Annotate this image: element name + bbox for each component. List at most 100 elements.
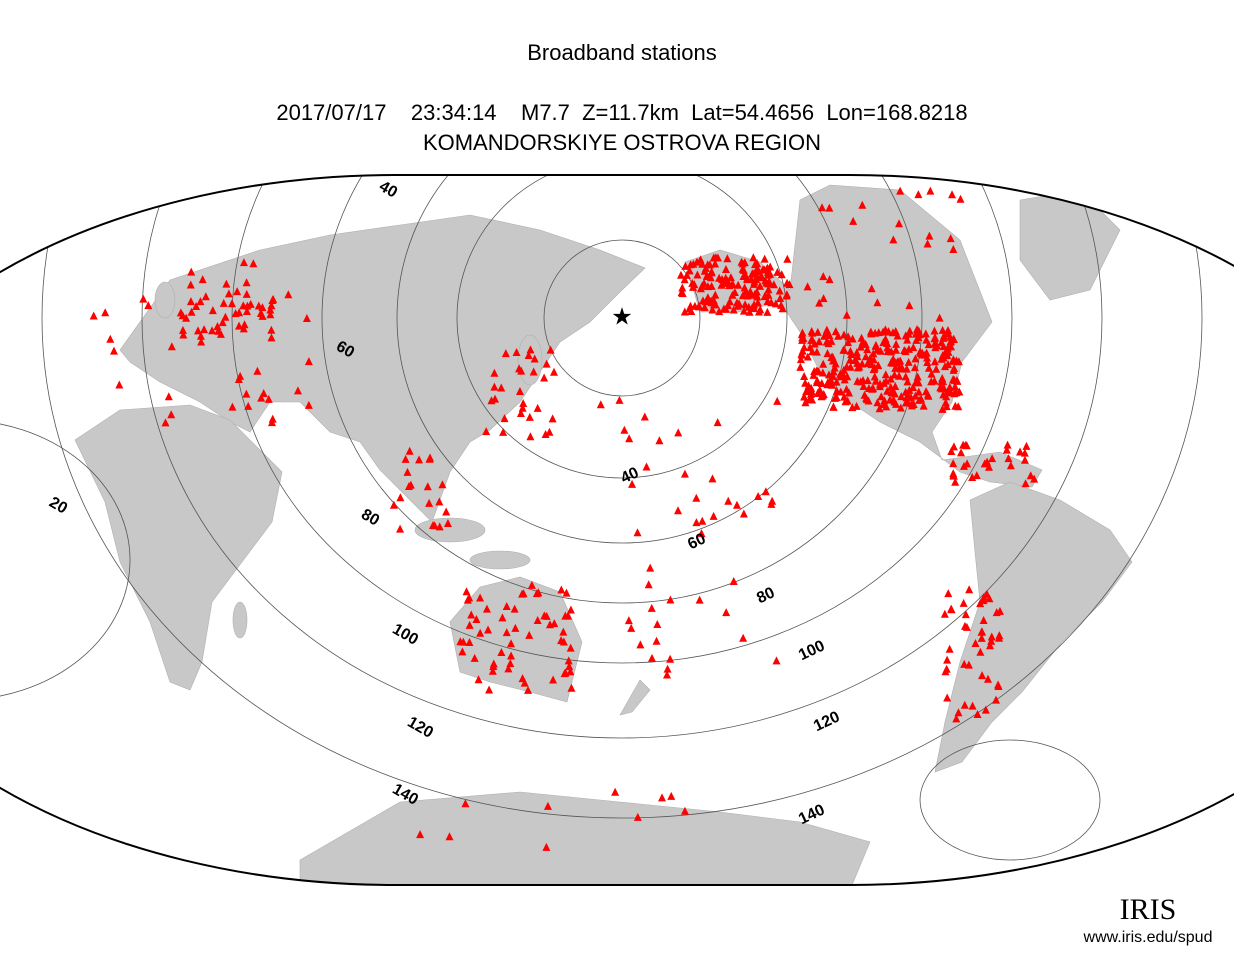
station	[951, 477, 960, 486]
station	[853, 358, 862, 367]
station	[559, 627, 568, 636]
station	[543, 801, 552, 810]
station	[502, 628, 511, 637]
station	[567, 683, 576, 692]
station	[164, 392, 173, 401]
station	[767, 499, 776, 508]
station	[682, 270, 691, 279]
station	[813, 376, 822, 385]
station	[700, 278, 709, 287]
station	[647, 653, 656, 662]
station	[187, 307, 196, 316]
station	[465, 638, 474, 647]
station	[883, 339, 892, 348]
contour-line	[543, 239, 701, 397]
station	[744, 302, 753, 311]
station	[709, 511, 718, 520]
contour-label: 80	[754, 584, 777, 607]
station	[445, 832, 454, 841]
station	[465, 593, 474, 602]
station	[557, 585, 566, 594]
station	[507, 639, 516, 648]
station	[875, 404, 884, 413]
station	[711, 259, 720, 268]
station	[839, 365, 848, 374]
station	[515, 386, 524, 395]
station	[680, 275, 689, 284]
epicenter: ★	[611, 303, 633, 330]
station	[728, 280, 737, 289]
station	[624, 616, 633, 625]
station	[512, 347, 521, 356]
station	[984, 462, 993, 471]
station	[890, 370, 899, 379]
antarctica	[299, 791, 871, 885]
station	[561, 668, 570, 677]
station	[224, 289, 233, 298]
station	[994, 681, 1003, 690]
station	[978, 671, 987, 680]
station	[965, 585, 974, 594]
station	[873, 298, 882, 307]
station	[870, 372, 879, 381]
station	[696, 255, 705, 264]
station	[964, 660, 973, 669]
station	[115, 380, 124, 389]
station	[861, 352, 870, 361]
station	[924, 363, 933, 372]
station	[266, 310, 275, 319]
station	[951, 401, 960, 410]
title: Broadband stations	[527, 40, 717, 65]
station	[963, 459, 972, 468]
station	[897, 392, 906, 401]
station	[642, 462, 651, 471]
station	[952, 356, 961, 365]
station	[1021, 479, 1030, 488]
australia	[449, 576, 583, 703]
station	[834, 331, 843, 340]
station	[905, 385, 914, 394]
station	[877, 392, 886, 401]
station	[843, 396, 852, 405]
station	[982, 589, 991, 598]
station	[1026, 471, 1035, 480]
station	[636, 640, 645, 649]
station	[914, 387, 923, 396]
station	[647, 603, 656, 612]
station	[949, 245, 958, 254]
station	[488, 666, 497, 675]
station	[756, 281, 765, 290]
station	[919, 401, 928, 410]
station	[192, 301, 201, 310]
station	[876, 346, 885, 355]
station	[904, 344, 913, 353]
station	[221, 312, 230, 321]
station	[182, 313, 191, 322]
station	[403, 467, 412, 476]
station	[927, 369, 936, 378]
station	[962, 441, 971, 450]
station	[915, 330, 924, 339]
station	[267, 418, 276, 427]
station	[559, 637, 568, 646]
station	[815, 298, 824, 307]
station	[903, 377, 912, 386]
station	[707, 281, 716, 290]
station	[435, 497, 444, 506]
station	[852, 348, 861, 357]
station	[777, 270, 786, 279]
station	[655, 436, 664, 445]
contour-line	[919, 739, 1101, 861]
station	[890, 397, 899, 406]
station	[680, 806, 689, 815]
contour-label: 40	[618, 464, 641, 487]
station	[490, 382, 499, 391]
station	[144, 301, 153, 310]
station	[696, 284, 705, 293]
station	[442, 507, 451, 516]
station	[1022, 441, 1031, 450]
station	[1030, 474, 1039, 483]
station	[749, 269, 758, 278]
station	[950, 389, 959, 398]
